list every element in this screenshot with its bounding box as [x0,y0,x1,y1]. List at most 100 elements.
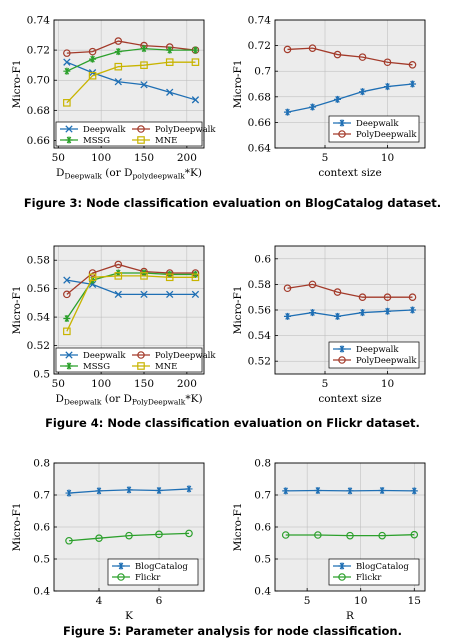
series-line-mssg [66,47,196,72]
x-axis-label: DDeepwalk (or DPolyDeepwalk*K) [55,393,202,407]
data-point-polydeepwalk [333,288,342,296]
figure-3-caption: Figure 3: Node classification evaluation… [23,196,442,210]
chart-blogcatalog-context-size: 0.64 0.66 0.68 0.7 0.72 0.74 5 10 Micro-F1 contex… [232,15,426,179]
y-axis-label: Micro-F1 [11,60,23,109]
x-tick-label: 200 [177,378,197,390]
x-tick-label: 5 [304,595,311,607]
y-tick-label: 0.56 [27,283,51,295]
y-axis-label: Micro-F1 [11,286,23,335]
y-tick-label: 0.58 [27,255,50,267]
y-tick-label: 0.5 [33,554,50,566]
legend: Deepwalk PolyDeepwalk MSSG MNE [55,347,216,373]
data-point-polydeepwalk [308,280,317,289]
y-tick-label: 0.4 [254,586,271,598]
y-tick-label: 0.52 [27,340,50,352]
data-point-mne [140,61,148,69]
y-tick-label: 0.54 [248,330,272,342]
legend-entry-polydeepwalk: PolyDeepwalk [356,356,417,366]
series-line-polydeepwalk [287,283,413,298]
data-point-mne [88,71,97,80]
data-point-deepwalk [383,83,392,91]
y-tick-label: 0.6 [254,253,271,265]
legend-entry-mne: MNE [155,136,177,146]
x-tick-label: 50 [52,152,65,164]
data-point-polydeepwalk [408,60,417,69]
data-point-polydeepwalk [333,50,342,59]
legend-entry-polydeepwalk: PolyDeepwalk [155,351,216,361]
legend-marker-polydeepwalk [338,356,346,364]
legend-entry-mssg: MSSG [83,362,110,372]
figure-4-caption: Figure 4: Node classification evaluation… [45,416,420,430]
data-point-mne [63,327,71,336]
legend-entry-blogcatalog: BlogCatalog [356,562,409,572]
data-point-deepwalk [408,80,417,88]
data-point-deepwalk [408,306,417,314]
legend-marker-polydeepwalk [137,125,145,133]
data-point-polydeepwalk [383,58,392,67]
data-point-deepwalk [308,103,317,111]
data-point-polydeepwalk [114,260,123,269]
x-tick-label: 100 [91,152,111,164]
data-point-blogcatalog [95,487,103,495]
data-point-mssg [114,48,122,56]
data-point-mne [191,58,200,66]
data-point-mssg [63,67,71,75]
series-line-flickr [285,534,415,537]
plot-frame [53,19,205,149]
data-point-deepwalk [166,290,174,299]
data-point-deepwalk [191,96,200,104]
data-point-polydeepwalk [308,44,317,52]
data-point-deepwalk [140,81,148,89]
legend-marker-deepwalk [338,345,346,353]
series-line-deepwalk [287,309,413,318]
data-point-polydeepwalk [114,37,123,45]
chart-parameter-r: 0.4 0.5 0.6 0.7 0.8 5 10 15 Micro-F1 R BlogCatalog… [232,458,426,622]
data-point-polydeepwalk [63,290,71,299]
data-point-flickr [95,534,103,543]
y-tick-label: 0.6 [254,522,271,534]
plot-frame [53,462,205,592]
legend-entry-deepwalk: Deepwalk [356,119,399,129]
data-point-deepwalk [333,95,342,103]
x-tick-label: 10 [381,378,394,390]
plot-frame [274,462,426,592]
y-tick-label: 0.68 [27,105,50,117]
legend-entry-deepwalk: Deepwalk [356,345,399,355]
data-point-deepwalk [63,276,71,284]
data-point-polydeepwalk [283,45,292,54]
data-point-flickr [314,531,322,539]
series-line-flickr [68,532,190,542]
y-axis-label: Micro-F1 [11,503,23,552]
data-point-polydeepwalk [358,293,367,302]
x-axis-label: K [125,610,133,622]
data-point-blogcatalog [346,487,354,495]
series-line-deepwalk [66,61,196,101]
data-point-polydeepwalk [63,49,71,57]
figure-5-caption: Figure 5: Parameter analysis for node cl… [63,624,402,638]
data-point-mssg [140,45,148,53]
data-point-deepwalk [283,312,292,320]
legend-entry-polydeepwalk: PolyDeepwalk [155,125,216,135]
y-tick-label: 0.7 [33,490,50,502]
legend-entry-mne: MNE [155,362,177,372]
data-point-mssg [63,315,71,323]
data-point-deepwalk [283,108,292,116]
x-axis-label: context size [318,167,381,179]
data-point-mne [114,272,123,280]
x-tick-label: 15 [408,595,421,607]
series-line-polydeepwalk [66,263,196,295]
data-point-polydeepwalk [88,269,97,277]
x-tick-label: 4 [96,595,103,607]
legend-marker-deepwalk [65,125,73,133]
y-axis-label: Micro-F1 [232,60,244,109]
x-tick-label: 150 [134,152,154,164]
data-point-flickr [281,531,290,539]
data-point-mne [88,273,97,282]
data-point-blogcatalog [378,487,386,495]
plot-frame [53,245,205,375]
y-tick-label: 0.70 [27,75,50,87]
x-tick-label: 6 [156,595,163,607]
data-point-mne [114,62,123,71]
x-axis-label: DDeepwalk (or Dpolydeepwalk*K) [56,167,202,181]
